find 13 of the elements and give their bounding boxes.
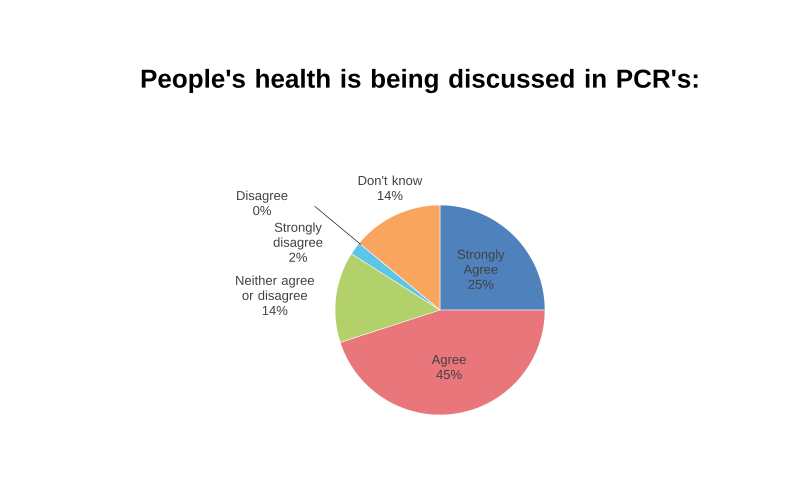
data-label: 14% [378,190,402,200]
slice-label: Neither agree or disagree [236,276,314,303]
data-label: 14% [262,306,288,316]
data-label: 25% [468,280,494,289]
slice-label: Don't know [358,176,422,186]
data-label: 2% [289,252,307,262]
text: 0% [253,206,271,216]
slice-label: Strongly Agree [458,249,505,277]
slice-label: Agree [432,355,466,367]
slice-label: Strongly disagree [274,222,322,250]
chart-title: People's health is being discussed in PCR's: [142,68,698,94]
category-label: Disagree [237,190,288,203]
data-label: 45% [436,370,462,380]
